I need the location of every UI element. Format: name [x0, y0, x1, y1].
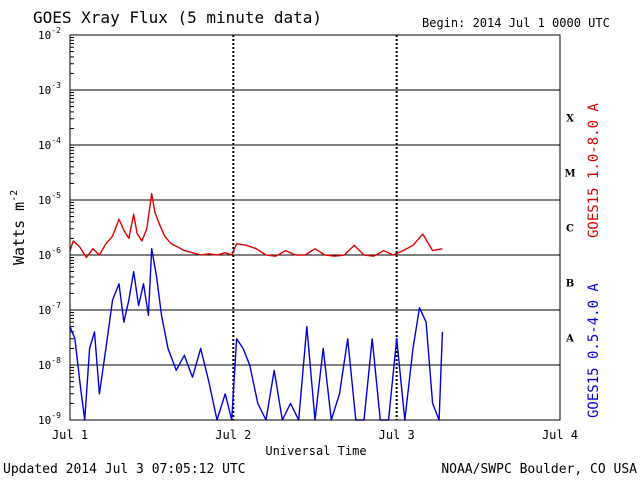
- flare-class-label: B: [566, 279, 574, 290]
- series-short-line: [69, 247, 444, 421]
- flare-class-label: M: [564, 169, 575, 180]
- chart-title: GOES Xray Flux (5 minute data): [33, 8, 322, 27]
- y-axis-label: Watts m-2: [9, 190, 28, 265]
- plot-frame: [69, 34, 561, 421]
- flare-class-label: C: [566, 224, 574, 235]
- flare-class-label: A: [565, 334, 574, 345]
- x-axis-label: Universal Time: [265, 444, 366, 458]
- begin-label: Begin: 2014 Jul 1 0000 UTC: [422, 16, 610, 30]
- flare-class-labels: X M C B A: [564, 114, 575, 345]
- y-tick-base: 10: [38, 139, 51, 152]
- x-tick-label: Jul 3: [379, 428, 415, 442]
- x-tick-label: Jul 2: [215, 428, 251, 442]
- y-tick-exponent: -9: [51, 411, 61, 420]
- y-tick-exponent: -4: [51, 136, 61, 145]
- updated-timestamp: Updated 2014 Jul 3 07:05:12 UTC: [3, 462, 246, 477]
- y-tick-label: 10-4: [38, 136, 61, 152]
- y-tick-label: 10-9: [38, 411, 61, 427]
- x-tick-labels: Jul 1 Jul 2 Jul 3 Jul 4: [52, 428, 578, 442]
- y-tick-label: 10-3: [38, 81, 61, 97]
- y-tick-label: 10-5: [38, 191, 61, 207]
- series-long-line: [69, 192, 443, 259]
- y-axis-label-base: Watts m: [10, 202, 28, 265]
- legend-series-short: GOES15 0.5-4.0 A: [586, 283, 602, 418]
- y-tick-exponent: -7: [51, 301, 61, 310]
- y-tick-base: 10: [38, 414, 51, 427]
- y-tick-base: 10: [38, 249, 51, 262]
- y-tick-exponent: -6: [51, 246, 61, 255]
- grid-lines: [70, 35, 560, 420]
- y-tick-exponent: -2: [51, 26, 61, 35]
- y-tick-exponent: -8: [51, 356, 61, 365]
- legend-series-long: GOES15 1.0-8.0 A: [586, 103, 602, 238]
- y-tick-exponent: -3: [51, 81, 61, 90]
- y-tick-labels: 10-210-310-410-510-610-710-810-9: [38, 26, 61, 427]
- x-tick-label: Jul 1: [52, 428, 88, 442]
- y-axis-label-exponent: -2: [9, 190, 20, 202]
- y-tick-label: 10-2: [38, 26, 61, 42]
- y-tick-exponent: -5: [51, 191, 61, 200]
- credit-label: NOAA/SWPC Boulder, CO USA: [441, 462, 637, 477]
- y-tick-base: 10: [38, 304, 51, 317]
- y-tick-label: 10-8: [38, 356, 61, 372]
- y-tick-base: 10: [38, 29, 51, 42]
- y-tick-label: 10-7: [38, 301, 61, 317]
- x-tick-label: Jul 4: [542, 428, 578, 442]
- y-tick-base: 10: [38, 359, 51, 372]
- y-tick-base: 10: [38, 194, 51, 207]
- y-tick-base: 10: [38, 84, 51, 97]
- flare-class-label: X: [566, 114, 574, 125]
- series-lines: [69, 192, 444, 421]
- y-tick-label: 10-6: [38, 246, 61, 262]
